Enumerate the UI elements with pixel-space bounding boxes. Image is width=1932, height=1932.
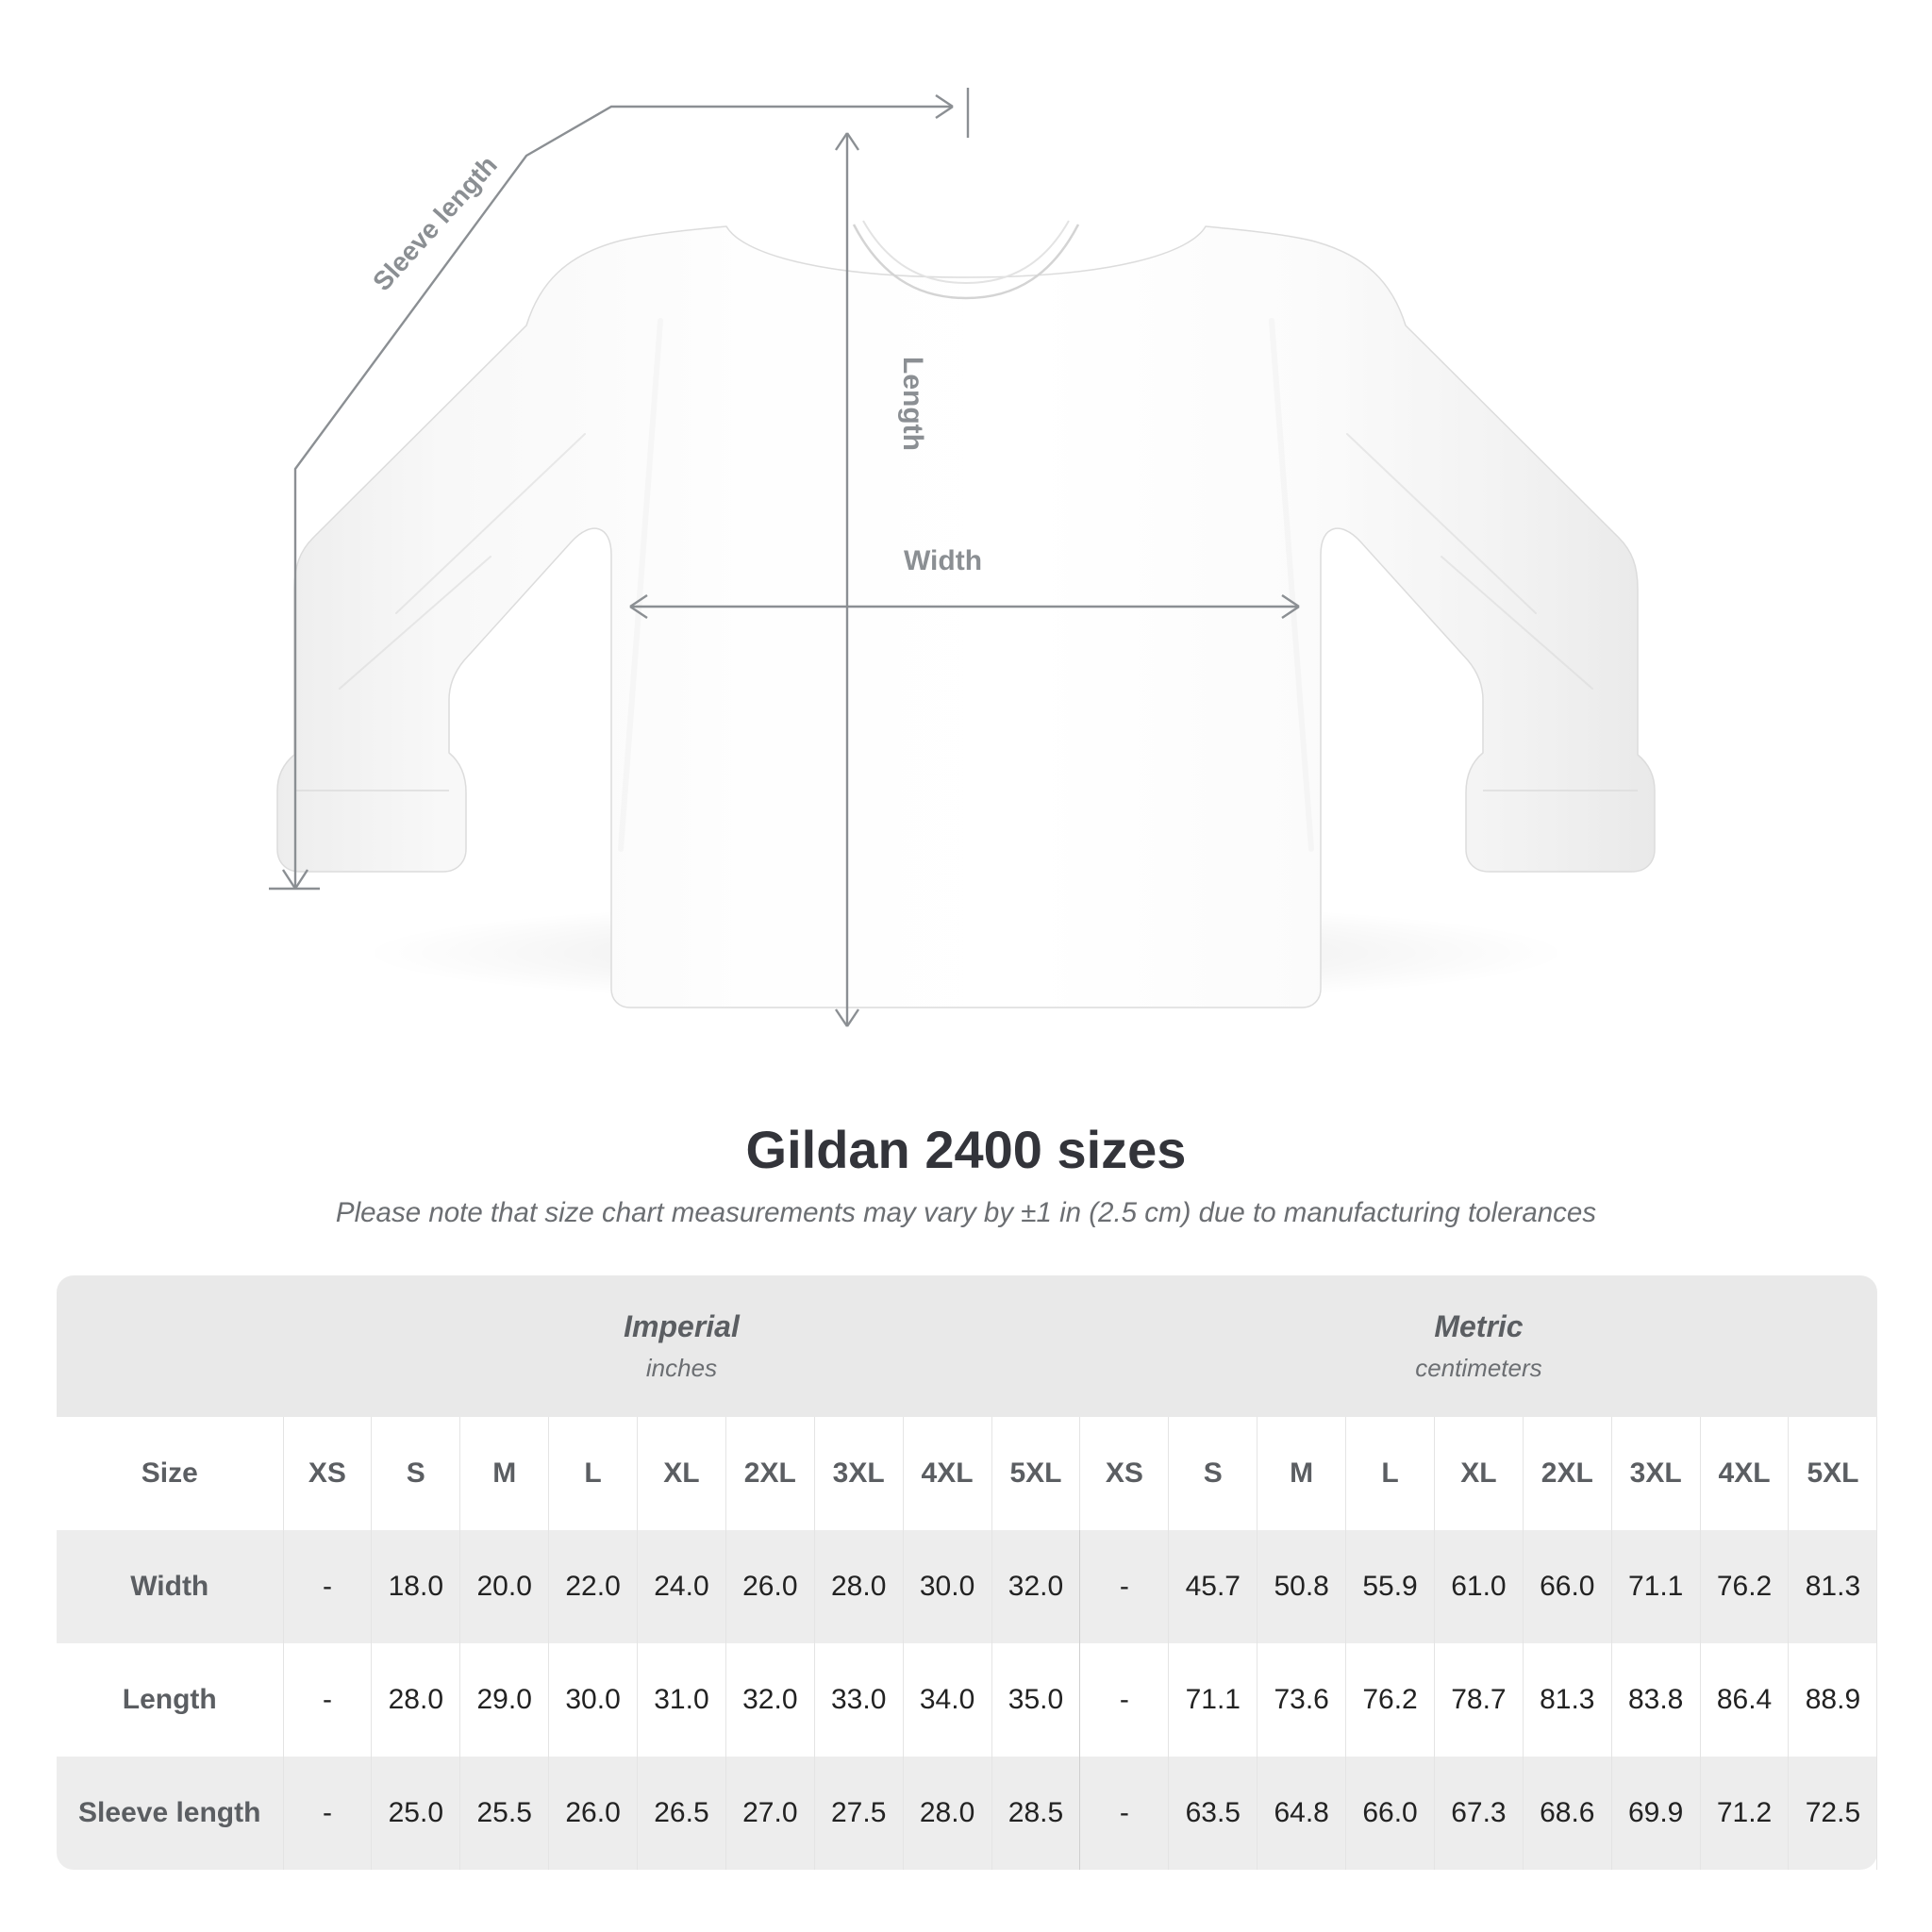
svg-text:Width: Width xyxy=(904,545,982,576)
svg-text:Sleeve length: Sleeve length xyxy=(367,150,503,296)
svg-text:Length: Length xyxy=(897,357,928,451)
